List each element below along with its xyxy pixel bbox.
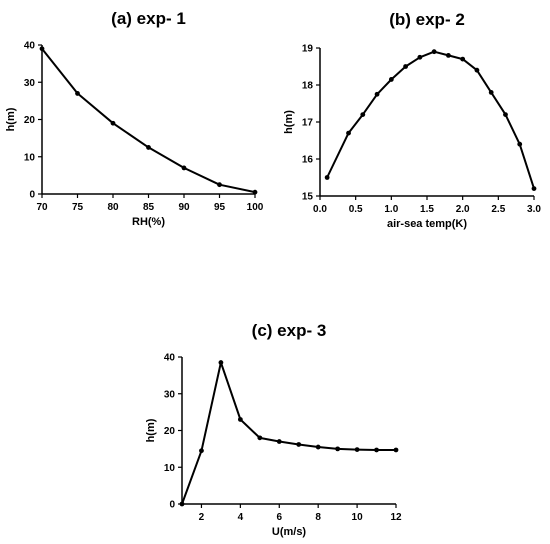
data-point (346, 130, 351, 136)
x-tick-label: 70 (36, 202, 48, 213)
chart-title: (a) exp- 1 (111, 9, 186, 28)
y-tick-label: 40 (24, 41, 36, 52)
x-tick-label: 80 (107, 202, 119, 213)
chart-title: (c) exp- 3 (252, 321, 327, 340)
chart-1: (a) exp- 1 70 75 80 85 90 95 100 0 10 20 30 40 RH(%) h… (5, 9, 264, 228)
y-tick-label: 20 (24, 115, 36, 126)
data-point (374, 91, 380, 97)
x-tick-label: 1.0 (384, 204, 398, 215)
y-axis-label: h(m) (5, 107, 17, 131)
series-line (41, 48, 256, 194)
chart-title: (b) exp- 2 (389, 10, 465, 29)
data-point (417, 54, 423, 60)
data-point (296, 442, 302, 447)
y-tick-label: 30 (164, 389, 176, 400)
x-tick-label: 10 (352, 512, 364, 523)
data-point (388, 77, 394, 82)
data-point (276, 439, 282, 444)
data-point (403, 64, 408, 69)
y-tick-label: 20 (164, 426, 176, 437)
data-point (446, 53, 451, 58)
data-point (75, 91, 80, 96)
data-point (199, 448, 204, 454)
data-point (393, 447, 399, 453)
x-tick-label: 0.0 (313, 204, 327, 215)
y-tick-label: 30 (24, 78, 36, 89)
chart-3: (c) exp- 3 2 4 6 8 10 12 0 10 20 30 40 U(m/s) h(m) (145, 321, 402, 538)
y-tick-label: 18 (302, 81, 314, 92)
y-axis-label: h(m) (283, 110, 295, 134)
y-tick-label: 19 (302, 44, 314, 55)
data-point (517, 141, 523, 147)
x-tick-label: 2 (199, 512, 205, 523)
x-axis-label: air-sea temp(K) (387, 218, 467, 230)
data-point (335, 446, 341, 452)
x-tick-label: 2.0 (456, 204, 470, 215)
x-tick-label: 100 (247, 202, 264, 213)
x-tick-label: 90 (178, 202, 190, 213)
x-axis-label: U(m/s) (272, 526, 307, 538)
data-point (146, 145, 151, 150)
data-point (252, 189, 258, 195)
y-tick-label: 16 (302, 155, 314, 166)
data-point (374, 447, 379, 453)
y-tick-label: 15 (302, 192, 314, 203)
x-tick-label: 3.0 (527, 204, 541, 215)
y-tick-label: 40 (164, 353, 176, 364)
x-tick-label: 2.5 (491, 204, 505, 215)
data-point (431, 49, 437, 55)
data-point (324, 175, 330, 180)
data-point (181, 165, 187, 171)
series-line (326, 50, 535, 189)
data-point (257, 435, 263, 441)
data-point (474, 67, 480, 73)
x-tick-label: 1.5 (420, 204, 434, 215)
x-tick-label: 75 (72, 202, 84, 213)
data-point (237, 417, 243, 422)
y-tick-label: 17 (302, 118, 314, 129)
data-point (460, 56, 466, 62)
chart-2: (b) exp- 2 0.0 0.5 1.0 1.5 2.0 2.5 3.0 15 16 17 18 1… (283, 10, 541, 230)
y-axis-label: h(m) (145, 418, 157, 442)
y-tick-label: 0 (169, 500, 175, 511)
data-point (503, 112, 508, 117)
y-tick-label: 10 (164, 463, 176, 474)
x-tick-label: 8 (315, 512, 321, 523)
data-point (360, 112, 366, 117)
data-point (488, 90, 494, 95)
data-point (217, 182, 222, 188)
data-point (39, 46, 45, 52)
x-tick-label: 85 (143, 202, 155, 213)
series-line (181, 361, 396, 505)
x-tick-label: 95 (214, 202, 226, 213)
data-point (179, 501, 185, 507)
data-point (354, 447, 360, 453)
x-tick-label: 4 (238, 512, 244, 523)
data-point (531, 186, 537, 192)
data-point (218, 360, 224, 365)
x-axis-label: RH(%) (132, 216, 165, 228)
data-point (315, 444, 321, 450)
x-tick-label: 12 (390, 512, 402, 523)
x-tick-label: 6 (276, 512, 282, 523)
data-point (110, 120, 116, 126)
x-tick-label: 0.5 (349, 204, 363, 215)
y-tick-label: 0 (29, 190, 35, 201)
y-tick-label: 10 (24, 152, 36, 163)
